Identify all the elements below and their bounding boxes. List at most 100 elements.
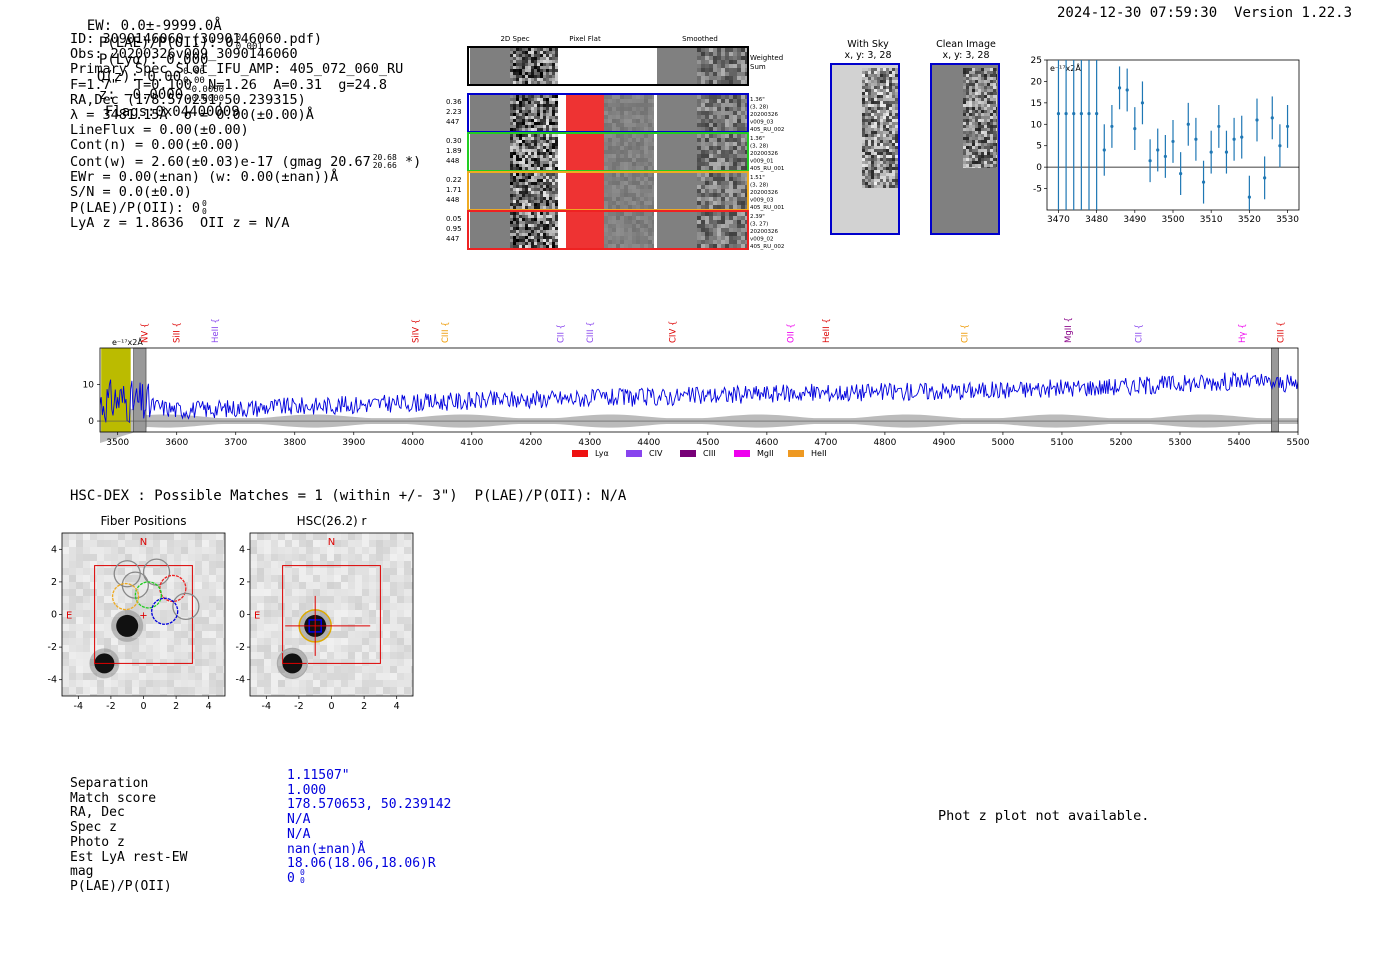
- hsc-stats: m:18.0 re:1.1" s:1.1": [279, 714, 384, 715]
- info-line: Obs: 20200326v009_3090146060: [70, 46, 298, 63]
- match-label: P(LAE)/P(OII): [70, 878, 172, 894]
- zoom-point: [1064, 111, 1068, 116]
- spectrum-xtick-label: 4700: [814, 438, 837, 448]
- hsc-title: HSC-DEX : Possible Matches = 1 (within +…: [70, 488, 627, 504]
- fiber-cutout-row: 0.30 1.89 448 1.36" (3, 28)20200326 v009_0140…: [446, 132, 784, 172]
- z-value: z: −0.0000 −0.0000 −0.0000: [98, 85, 225, 104]
- cutout-right-label: 1.51": [750, 175, 765, 181]
- zoom-point: [1095, 111, 1099, 116]
- spec-noise: [510, 212, 558, 248]
- cutout-left-label: 0.36: [446, 98, 462, 106]
- zoom-xtick-label: 3520: [1238, 215, 1261, 225]
- cutout-right-label: 405_RU_001: [750, 205, 784, 211]
- legend-swatch: [572, 450, 588, 457]
- full-spectrum-plot: 3500 3600 3700 3800 3900 4000 4100 4200 4300 4400…: [83, 317, 1310, 458]
- match-value: 18.06(18.06,18.06)R: [287, 856, 436, 872]
- cutout-left-label: 0.30: [446, 137, 462, 145]
- panel-ytick-label: 0: [51, 610, 57, 621]
- spectrum-xtick-label: 4200: [519, 438, 542, 448]
- cutout-right-label: (3, 28): [750, 183, 768, 189]
- zoom-ytick-label: 25: [1031, 56, 1042, 66]
- zoom-spectrum-plot: 3470 3480 3490 3500 3510 3520 3530 -5 0 5 10 15 20 25…: [1031, 56, 1300, 225]
- spec-noise: [510, 173, 558, 209]
- zoom-point: [1179, 171, 1183, 176]
- info-block: ID: 3090146060 (3090146060.pdf) Obs: 2020…: [70, 31, 421, 232]
- cutout-right-label: v009_03: [750, 120, 774, 126]
- panel-title: Fiber Positions: [100, 514, 186, 528]
- spec-noise: [510, 134, 558, 170]
- zoom-point: [1171, 139, 1175, 144]
- info-line: RA,Dec (178.570251,50.239315): [70, 91, 306, 108]
- panel-xtick-label: -2: [106, 701, 115, 712]
- fiber-cutout-row: 0.05 0.95 447 2.39" (3, 27)20200326 v009_0240…: [446, 210, 784, 250]
- fiber-circle: [151, 597, 179, 625]
- emission-line-label: HeII {: [211, 318, 221, 343]
- qz-value: Q(z): 0.00 0.00 0.00: [96, 67, 205, 86]
- match-value: N/A: [287, 812, 311, 828]
- emission-line-label: HeII {: [822, 318, 832, 343]
- emission-line-label: CII {: [961, 324, 971, 343]
- legend-label: CIV: [649, 449, 663, 458]
- zoom-point: [1247, 195, 1251, 199]
- svg-text:HeII {: HeII {: [211, 318, 221, 343]
- zoom-ytick-label: 0: [1036, 163, 1042, 173]
- zoom-point: [1240, 135, 1244, 139]
- source: [116, 614, 139, 637]
- sky-noise: [862, 68, 898, 188]
- cutout-right-label: (3, 28): [750, 105, 768, 111]
- cutout-left-label: 447: [446, 118, 459, 126]
- spectrum-unit-label: e⁻¹⁷x2Å: [112, 336, 143, 347]
- spectrum-xtick-label: 4300: [578, 438, 601, 448]
- emission-line-label: SiIV {: [412, 319, 422, 343]
- search-box: [282, 565, 381, 664]
- match-value: 178.570653, 50.239142: [287, 797, 452, 813]
- spec-noise: [510, 95, 558, 131]
- emission-line-label: CII {: [556, 324, 566, 343]
- image-panels: Fiber Positions N E + -4 -4 -2 -2 0 0 2 2 4 4 arcsecs H…: [48, 514, 414, 715]
- spectrum-line: [100, 371, 1298, 424]
- emission-line-label: CIII {: [586, 321, 596, 343]
- zoom-points: [1056, 60, 1290, 210]
- plya-value: P(Lyα): 0.000: [98, 52, 209, 68]
- zoom-point: [1201, 180, 1206, 184]
- svg-text:CIV {: CIV {: [668, 321, 678, 343]
- zoom-point: [1285, 124, 1290, 129]
- match-value: nan(±nan)Å: [287, 841, 366, 857]
- panel-xtick-label: -4: [74, 701, 83, 712]
- clean-image-xy: x, y: 3, 28: [943, 50, 990, 61]
- zoom-point: [1087, 111, 1091, 116]
- legend-label: HeII: [811, 449, 827, 458]
- zoom-point: [1255, 118, 1259, 122]
- legend-swatch: [734, 450, 750, 457]
- zoom-point: [1102, 148, 1106, 152]
- legend-swatch: [788, 450, 804, 457]
- cutout-right-label: v009_01: [750, 159, 774, 165]
- panel-xtick-label: -2: [294, 701, 303, 712]
- hsc-image-panel: HSC(26.2) r N E -4 -4 -2 -2 0 0 2 2 4 4 m:18.0 re:1.1…: [236, 514, 414, 715]
- north-label: N: [140, 537, 147, 548]
- zoom-ytick-label: 10: [1031, 120, 1043, 130]
- cutout-right-label: 2.39": [750, 214, 765, 220]
- sky-background: [250, 533, 413, 696]
- zoom-point: [1232, 137, 1236, 141]
- zoom-point: [1110, 124, 1114, 129]
- zoom-ytick-label: 5: [1036, 142, 1042, 152]
- timestamp-version: 2024-12-30 07:59:30 Version 1.22.3: [1057, 5, 1352, 21]
- zoom-ytick-label: 15: [1031, 99, 1042, 109]
- with-sky-image: [830, 63, 900, 235]
- spectrum-xtick-label: 5000: [991, 438, 1014, 448]
- spectrum-xtick-label: 3700: [224, 438, 247, 448]
- panel-ytick-label: 2: [239, 577, 245, 588]
- cutout-right-label: 405_RU_002: [750, 127, 784, 133]
- spectrum-xtick-label: 4900: [932, 438, 955, 448]
- match-label: mag: [70, 864, 94, 880]
- smooth-noise: [697, 95, 747, 131]
- fiber-cutout-row: 0.22 1.71 448 1.51" (3, 28)20200326 v009_0340…: [446, 171, 784, 211]
- info-line: EWr = 0.00(±nan) (w: 0.00(±nan))Å: [70, 168, 339, 185]
- legend-label: CIII: [703, 449, 716, 458]
- spectrum-xtick-label: 4100: [460, 438, 483, 448]
- cutout-left-label: 447: [446, 235, 459, 243]
- panel-xtick-label: 2: [361, 701, 367, 712]
